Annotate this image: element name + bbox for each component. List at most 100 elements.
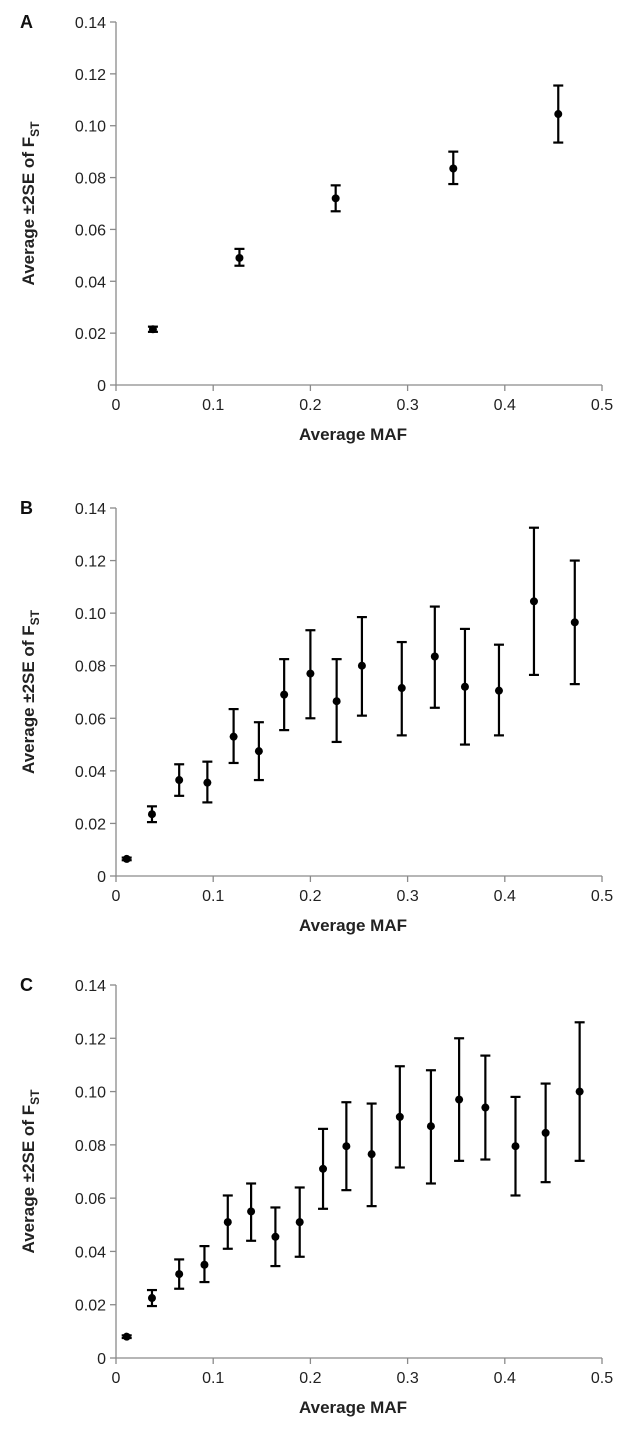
chart-b-ytick-label: 0.06 [75, 711, 106, 728]
chart-b-marker [122, 854, 131, 863]
chart-b-xtick-label: 0.4 [494, 888, 516, 905]
chart-a-y-axis-title-main: Average ±2SE of F [19, 137, 38, 286]
chart-b-y-axis-title-main: Average ±2SE of F [19, 625, 38, 774]
chart-b-marker [460, 682, 469, 691]
chart-b-y-axis-title: Average ±2SE of FST [19, 609, 42, 774]
chart-c-marker [271, 1232, 280, 1241]
chart-a-point-1 [147, 325, 158, 334]
chart-c-point-4 [199, 1245, 210, 1284]
chart-c-xtick-label: 0.1 [202, 1370, 224, 1387]
chart-c-panel-label: C [20, 975, 33, 995]
chart-b-marker [306, 669, 315, 678]
chart-c-marker [147, 1294, 156, 1303]
chart-c-ytick-label: 0.14 [75, 978, 106, 995]
chart-b-point-6 [253, 721, 264, 782]
chart-a-ytick-label: 0 [97, 378, 106, 395]
chart-a-panel-label: A [20, 12, 33, 32]
chart-b-ytick-label: 0.04 [75, 764, 106, 781]
chart-c-marker [342, 1142, 351, 1151]
chart-c-y-axis-title-sub: ST [28, 1089, 42, 1105]
chart-c-ytick-label: 0.02 [75, 1298, 106, 1315]
chart-a-xtick-label: 0.1 [202, 397, 224, 414]
chart-b-marker [175, 776, 184, 785]
chart-c-y-axis-title-main: Average ±2SE of F [19, 1105, 38, 1254]
chart-c-marker [511, 1142, 520, 1151]
chart-b-marker [397, 684, 406, 693]
chart-a-ytick-label: 0.08 [75, 171, 106, 188]
chart-b-y-axis-title-sub: ST [28, 609, 42, 625]
chart-c-point-13 [425, 1069, 436, 1185]
chart-b-point-16 [569, 559, 580, 686]
chart-c-marker [295, 1218, 304, 1227]
chart-b-ytick-label: 0.14 [75, 501, 106, 518]
chart-c-marker [395, 1112, 404, 1121]
chart-b-ytick-label: 0 [97, 869, 106, 886]
chart-b-xtick-label: 0.5 [591, 888, 613, 905]
chart-a-point-2 [234, 247, 245, 267]
chart-c-point-3 [174, 1258, 185, 1290]
chart-c-ytick-label: 0 [97, 1351, 106, 1368]
chart-a-marker [235, 253, 244, 262]
chart-b-svg: B 0 0.02 0.04 0.06 0.08 0.10 0.12 0.14 0 0.1 0.2 0.3… [19, 498, 613, 935]
chart-c-marker [200, 1260, 209, 1269]
chart-a-ytick-label: 0.10 [75, 119, 106, 136]
chart-a-xtick-label: 0 [112, 397, 121, 414]
chart-b-point-8 [305, 629, 316, 720]
chart-c-xtick-label: 0.3 [396, 1370, 418, 1387]
chart-c-svg: C 0 0.02 0.04 0.06 0.08 0.10 0.12 0.14 0 0.1 0.2 0.3… [19, 975, 613, 1417]
chart-b-point-7 [279, 658, 290, 732]
chart-a-xtick-label: 0.4 [494, 397, 516, 414]
chart-b-ytick-label: 0.02 [75, 816, 106, 833]
chart-b-point-3 [174, 763, 185, 797]
chart-c-marker [575, 1087, 584, 1096]
chart-b-marker [280, 690, 289, 699]
chart-a-xtick-label: 0.3 [396, 397, 418, 414]
chart-a-point-4 [448, 150, 459, 186]
chart-b-marker [332, 697, 341, 706]
chart-a-point-3 [330, 184, 341, 213]
chart-c-point-16 [510, 1095, 521, 1197]
chart-c-ytick-label: 0.12 [75, 1031, 106, 1048]
chart-a-y-axis-title: Average ±2SE of FST [19, 121, 42, 286]
chart-a-x-axis-title: Average MAF [299, 425, 407, 444]
chart-a-xtick-label: 0.2 [299, 397, 321, 414]
chart-b-marker [147, 810, 156, 819]
chart-c-point-10 [341, 1101, 352, 1192]
chart-b-point-1 [121, 854, 132, 863]
chart-a-ytick-label: 0.12 [75, 67, 106, 84]
chart-b-xtick-label: 0.3 [396, 888, 418, 905]
chart-b-point-2 [146, 805, 157, 824]
chart-c-point-9 [318, 1127, 329, 1210]
chart-c-xtick-label: 0 [112, 1370, 121, 1387]
chart-panel-b: B 0 0.02 0.04 0.06 0.08 0.10 0.12 0.14 0 0.1 0.2 0.3… [0, 484, 633, 968]
chart-c-ytick-label: 0.06 [75, 1191, 106, 1208]
chart-c-xtick-label: 0.4 [494, 1370, 516, 1387]
chart-b-marker [494, 686, 503, 695]
chart-c-ytick-label: 0.10 [75, 1085, 106, 1102]
chart-c-xtick-label: 0.5 [591, 1370, 613, 1387]
chart-b-marker [529, 597, 538, 606]
chart-c-marker [367, 1150, 376, 1159]
chart-c-point-11 [366, 1102, 377, 1208]
chart-c-xtick-label: 0.2 [299, 1370, 321, 1387]
chart-c-point-2 [146, 1288, 157, 1308]
chart-a-y-axis-title-sub: ST [28, 121, 42, 137]
chart-c-y-axis-title: Average ±2SE of FST [19, 1089, 42, 1254]
chart-b-xtick-label: 0.1 [202, 888, 224, 905]
chart-c-point-17 [540, 1082, 551, 1184]
chart-c-point-15 [480, 1054, 491, 1161]
chart-b-marker [229, 732, 238, 741]
chart-b-x-axis-title: Average MAF [299, 916, 407, 935]
chart-c-ytick-label: 0.08 [75, 1138, 106, 1155]
chart-panel-a: A 0 0.02 0.04 0.06 0.08 0.10 0.12 0.14 0 0.1 0.2 0.3… [0, 0, 633, 484]
chart-c-point-6 [246, 1182, 257, 1242]
chart-c-point-12 [394, 1065, 405, 1169]
chart-c-marker [426, 1122, 435, 1131]
chart-b-point-10 [356, 615, 367, 717]
chart-a-svg: A 0 0.02 0.04 0.06 0.08 0.10 0.12 0.14 0 0.1 0.2 0.3… [19, 12, 613, 444]
chart-c-point-14 [454, 1037, 465, 1162]
chart-c-point-18 [574, 1021, 585, 1162]
chart-c-ytick-label: 0.04 [75, 1244, 106, 1261]
chart-c-marker [175, 1270, 184, 1279]
chart-b-ytick-label: 0.12 [75, 554, 106, 571]
